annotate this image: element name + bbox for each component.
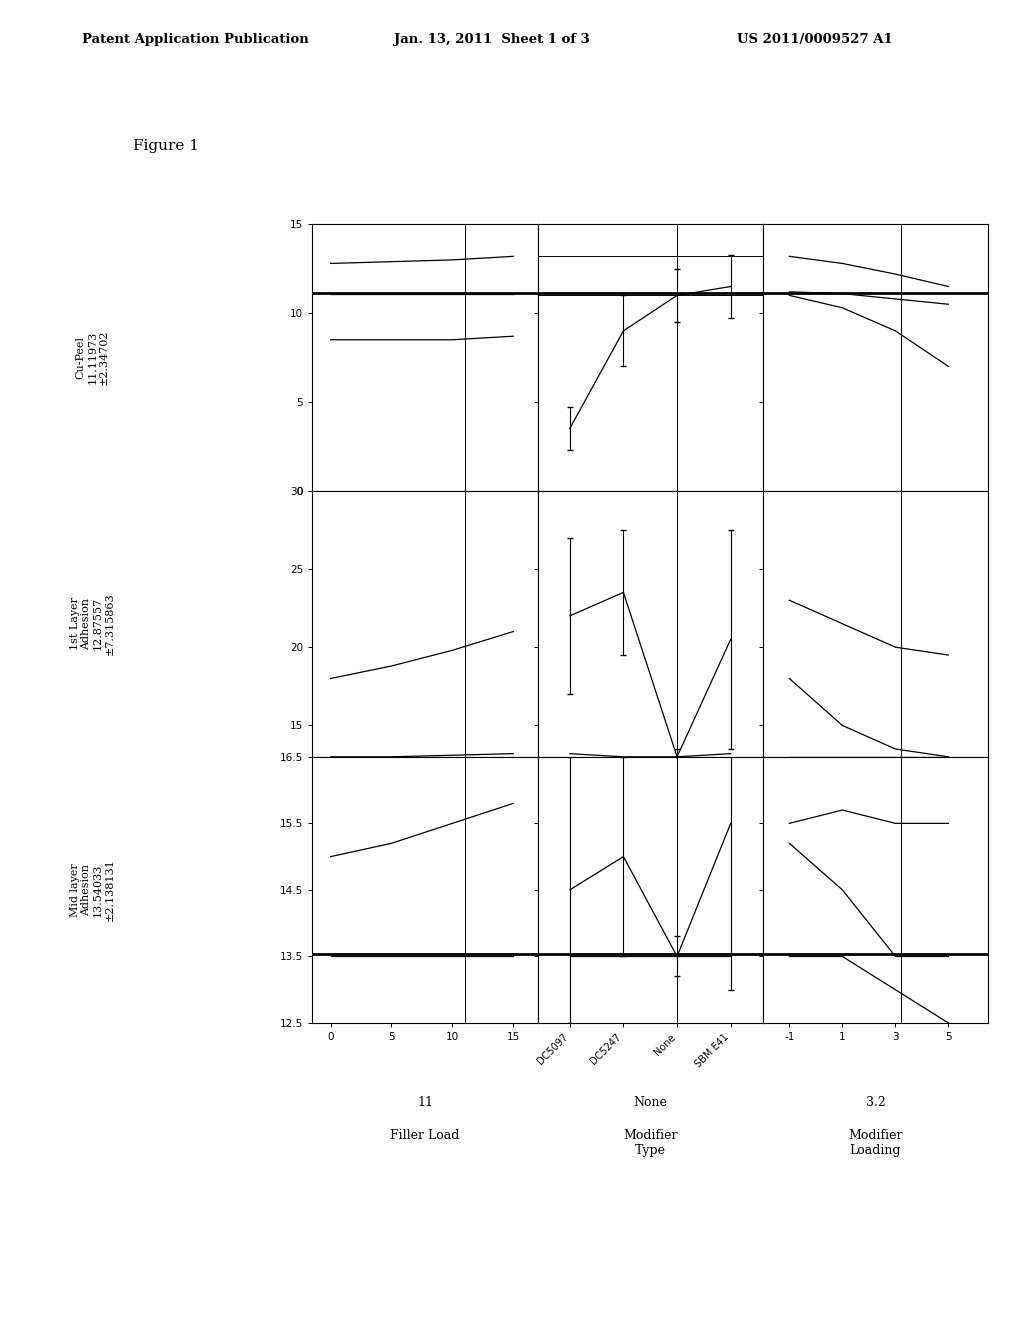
Text: Jan. 13, 2011  Sheet 1 of 3: Jan. 13, 2011 Sheet 1 of 3 xyxy=(394,33,590,46)
Text: Modifier
Type: Modifier Type xyxy=(623,1129,678,1156)
Text: Patent Application Publication: Patent Application Publication xyxy=(82,33,308,46)
Text: None: None xyxy=(633,1096,668,1109)
Text: Cu-Peel
11.11973
±2.34702: Cu-Peel 11.11973 ±2.34702 xyxy=(76,330,109,385)
Text: Figure 1: Figure 1 xyxy=(133,139,199,153)
Text: 1st Layer
Adhesion
12.87557
±7.315863: 1st Layer Adhesion 12.87557 ±7.315863 xyxy=(70,593,115,655)
Text: 3.2: 3.2 xyxy=(865,1096,886,1109)
Text: Mid layer
Adhesion
13.54033
±2.138131: Mid layer Adhesion 13.54033 ±2.138131 xyxy=(70,858,115,921)
Text: Modifier
Loading: Modifier Loading xyxy=(848,1129,903,1156)
Text: US 2011/0009527 A1: US 2011/0009527 A1 xyxy=(737,33,893,46)
Text: 11: 11 xyxy=(417,1096,433,1109)
Text: Filler Load: Filler Load xyxy=(390,1129,460,1142)
